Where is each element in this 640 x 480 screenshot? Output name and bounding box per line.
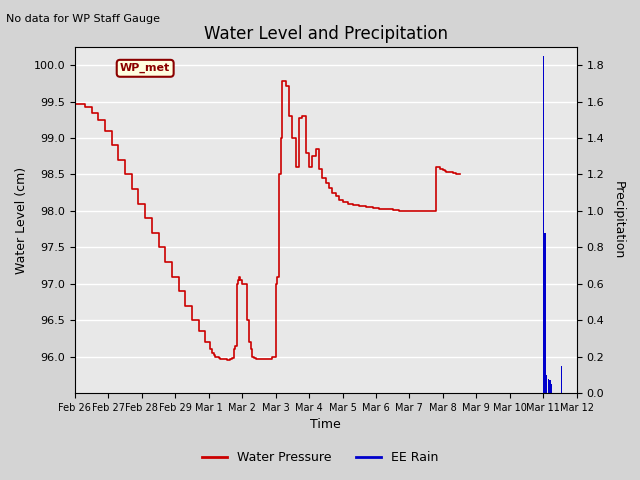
Y-axis label: Precipitation: Precipitation: [612, 181, 625, 259]
X-axis label: Time: Time: [310, 419, 341, 432]
Bar: [546, 375, 547, 393]
Bar: [551, 384, 552, 393]
Text: No data for WP Staff Gauge: No data for WP Staff Gauge: [6, 14, 161, 24]
Bar: [543, 56, 544, 393]
Text: WP_met: WP_met: [120, 63, 170, 73]
Bar: [548, 379, 549, 393]
Bar: [561, 366, 563, 393]
Bar: [549, 380, 550, 393]
Legend: Water Pressure, EE Rain: Water Pressure, EE Rain: [196, 446, 444, 469]
Bar: [544, 233, 545, 393]
Title: Water Level and Precipitation: Water Level and Precipitation: [204, 24, 448, 43]
Y-axis label: Water Level (cm): Water Level (cm): [15, 167, 28, 274]
